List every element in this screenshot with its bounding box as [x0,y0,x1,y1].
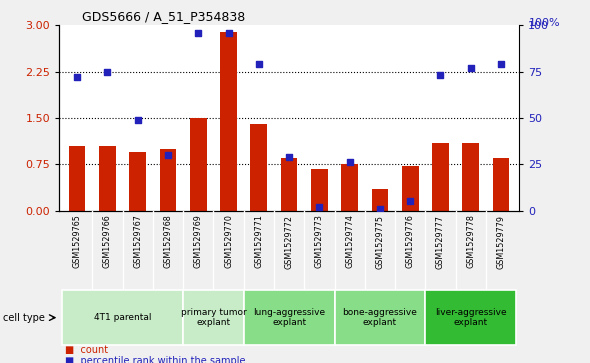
Text: GSM1529774: GSM1529774 [345,215,354,268]
Point [73,74,82,80]
Text: GSM1529766: GSM1529766 [103,215,112,268]
Bar [160,149,176,211]
Point [133,117,142,123]
Bar [372,189,388,211]
Bar [463,143,479,211]
Bar [99,146,116,211]
Bar [183,290,244,345]
Text: bone-aggressive
explant: bone-aggressive explant [342,308,417,327]
Text: GDS5666 / A_51_P354838: GDS5666 / A_51_P354838 [82,10,245,23]
Bar [190,118,206,211]
Bar [335,290,425,345]
Point [163,152,173,158]
Text: GSM1529765: GSM1529765 [73,215,81,268]
Bar [342,164,358,211]
Text: GSM1529769: GSM1529769 [194,215,203,268]
Point [436,73,445,78]
Bar [62,290,183,345]
Text: 4T1 parental: 4T1 parental [94,313,151,322]
Point [375,206,385,212]
Text: GSM1529771: GSM1529771 [254,215,263,268]
Text: ■  percentile rank within the sample: ■ percentile rank within the sample [65,356,245,363]
Text: ■  count: ■ count [65,344,108,355]
Point [466,65,476,71]
Bar [220,32,237,211]
Bar [425,290,516,345]
Text: GSM1529768: GSM1529768 [163,215,172,268]
Bar [251,124,267,211]
Point [405,198,415,204]
Point [103,69,112,75]
Point [345,159,355,165]
Text: GSM1529779: GSM1529779 [497,215,506,269]
Bar [129,152,146,211]
Point [224,30,233,36]
Text: GSM1529773: GSM1529773 [315,215,324,268]
Bar [69,146,86,211]
Text: primary tumor
explant: primary tumor explant [181,308,246,327]
Bar [244,290,335,345]
Point [314,204,324,210]
Point [496,61,506,67]
Text: GSM1529775: GSM1529775 [375,215,385,269]
Text: cell type: cell type [3,313,45,323]
Bar [311,168,327,211]
Bar [432,143,449,211]
Text: GSM1529778: GSM1529778 [466,215,476,268]
Text: liver-aggressive
explant: liver-aggressive explant [435,308,507,327]
Point [284,154,294,160]
Text: GSM1529776: GSM1529776 [406,215,415,268]
Bar [493,158,509,211]
Y-axis label: 100%: 100% [529,18,560,28]
Point [254,61,264,67]
Text: lung-aggressive
explant: lung-aggressive explant [253,308,325,327]
Text: GSM1529772: GSM1529772 [284,215,294,269]
Bar [402,166,418,211]
Text: GSM1529777: GSM1529777 [436,215,445,269]
Bar [281,158,297,211]
Point [194,30,203,36]
Text: GSM1529767: GSM1529767 [133,215,142,268]
Text: GSM1529770: GSM1529770 [224,215,233,268]
